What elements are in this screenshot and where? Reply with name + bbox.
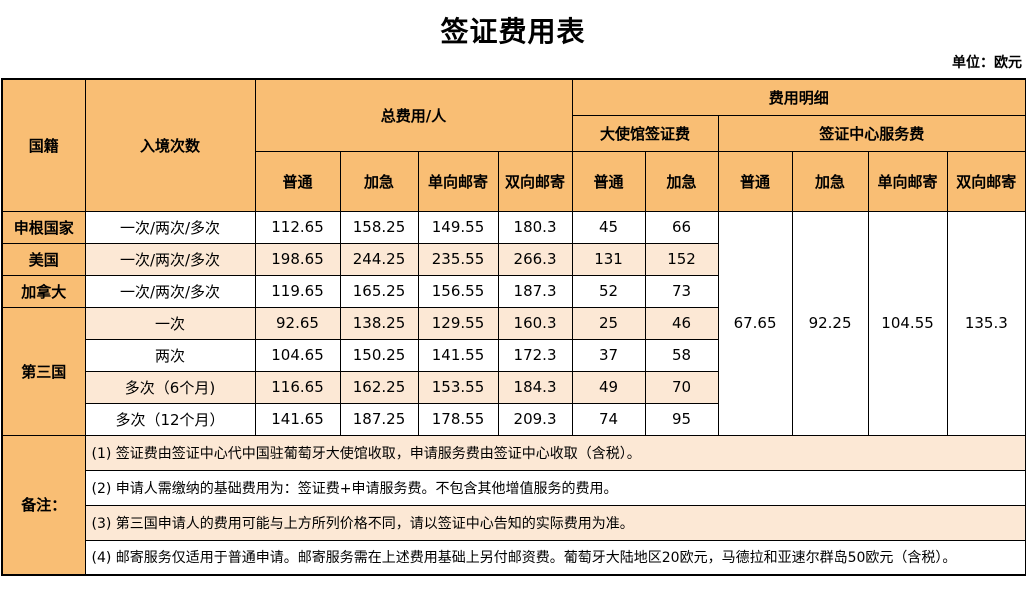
cell-embassy-normal: 74	[571, 402, 646, 436]
header-embassy-fee: 大使馆签证费	[571, 114, 719, 152]
cell-total-normal: 141.65	[254, 402, 341, 436]
header-center-two-way: 双向邮寄	[946, 150, 1026, 212]
header-total-one-way: 单向邮寄	[417, 150, 499, 212]
cell-total-one-way: 153.55	[417, 370, 499, 404]
cell-total-one-way: 141.55	[417, 338, 499, 372]
cell-total-two-way: 187.3	[497, 274, 573, 308]
cell-total-urgent: 162.25	[339, 370, 419, 404]
table-row-third-country-double: 两次 104.65 150.25 141.55 172.3 37 58	[2, 338, 1026, 372]
cell-total-urgent: 165.25	[339, 274, 419, 308]
cell-entries: 一次	[84, 306, 256, 340]
page-title: 签证费用表	[440, 15, 586, 48]
cell-embassy-urgent: 70	[644, 370, 719, 404]
header-entries: 入境次数	[84, 78, 256, 212]
cell-embassy-normal: 52	[571, 274, 646, 308]
cell-service-two-way: 135.3	[946, 210, 1026, 436]
note-3: (3) 第三国申请人的费用可能与上方所列价格不同，请以签证中心告知的实际费用为准…	[84, 504, 1026, 541]
table-row-third-country-multi-6m: 多次（6个月) 116.65 162.25 153.55 184.3 49 70	[2, 370, 1026, 404]
cell-total-two-way: 209.3	[497, 402, 573, 436]
note-row-3: (3) 第三国申请人的费用可能与上方所列价格不同，请以签证中心告知的实际费用为准…	[2, 504, 1026, 541]
cell-total-two-way: 266.3	[497, 242, 573, 276]
cell-embassy-urgent: 73	[644, 274, 719, 308]
cell-embassy-normal: 37	[571, 338, 646, 372]
header-center-normal: 普通	[717, 150, 793, 212]
cell-entries: 一次/两次/多次	[84, 242, 256, 276]
cell-total-one-way: 149.55	[417, 210, 499, 244]
cell-total-one-way: 129.55	[417, 306, 499, 340]
cell-embassy-urgent: 66	[644, 210, 719, 244]
cell-total-normal: 104.65	[254, 338, 341, 372]
cell-embassy-normal: 131	[571, 242, 646, 276]
note-row-1: 备注： (1) 签证费由签证中心代中国驻葡萄牙大使馆收取，申请服务费由签证中心收…	[1, 434, 1026, 576]
cell-embassy-urgent: 58	[644, 338, 719, 372]
cell-entries: 一次/两次/多次	[84, 210, 256, 244]
header-center-fee: 签证中心服务费	[717, 114, 1026, 152]
cell-total-normal: 198.65	[254, 242, 341, 276]
cell-entries: 多次（12个月）	[84, 402, 256, 436]
note-row-2: (2) 申请人需缴纳的基础费用为：签证费+申请服务费。不包含其他增值服务的费用。	[2, 469, 1026, 506]
row-header-nationality: 美国	[1, 242, 86, 276]
cell-total-normal: 116.65	[254, 370, 341, 404]
header-total-fee: 总费用/人	[254, 78, 573, 152]
header-row-3: 普通 加急 单向邮寄 双向邮寄 普通 加急 普通 加急 单向邮寄 双向邮寄	[2, 150, 1026, 212]
cell-total-urgent: 138.25	[339, 306, 419, 340]
cell-total-urgent: 187.25	[339, 402, 419, 436]
cell-embassy-urgent: 95	[644, 402, 719, 436]
header-fee-detail: 费用明细	[571, 78, 1026, 116]
fee-table: 国籍 入境次数 总费用/人 费用明细 大使馆签证费 签证中心服务费 普通 加急 …	[1, 78, 1026, 576]
cell-embassy-normal: 49	[571, 370, 646, 404]
cell-total-normal: 112.65	[254, 210, 341, 244]
table-row-usa: 美国 一次/两次/多次 198.65 244.25 235.55 266.3 1…	[1, 242, 1026, 276]
header-nationality: 国籍	[1, 78, 86, 212]
header-total-normal: 普通	[254, 150, 341, 212]
note-1: (1) 签证费由签证中心代中国驻葡萄牙大使馆收取，申请服务费由签证中心收取（含税…	[84, 434, 1026, 471]
header-total-two-way: 双向邮寄	[497, 150, 573, 212]
cell-service-one-way: 104.55	[867, 210, 948, 436]
unit-label: 单位：欧元	[952, 55, 1022, 71]
cell-service-urgent: 92.25	[791, 210, 869, 436]
note-4: (4) 邮寄服务仅适用于普通申请。邮寄服务需在上述费用基础上另付邮资费。葡萄牙大…	[84, 539, 1026, 576]
cell-total-two-way: 180.3	[497, 210, 573, 244]
row-header-nationality: 申根国家	[1, 210, 86, 244]
cell-embassy-normal: 25	[571, 306, 646, 340]
cell-total-one-way: 178.55	[417, 402, 499, 436]
header-embassy-urgent: 加急	[644, 150, 719, 212]
table-row-third-country-multi-12m: 多次（12个月） 141.65 187.25 178.55 209.3 74 9…	[2, 402, 1026, 436]
cell-total-urgent: 158.25	[339, 210, 419, 244]
cell-embassy-normal: 45	[571, 210, 646, 244]
table-row-canada: 加拿大 一次/两次/多次 119.65 165.25 156.55 187.3 …	[1, 274, 1026, 308]
cell-entries: 两次	[84, 338, 256, 372]
cell-entries: 一次/两次/多次	[84, 274, 256, 308]
header-embassy-normal: 普通	[571, 150, 646, 212]
header-center-one-way: 单向邮寄	[867, 150, 948, 212]
row-header-nationality: 第三国	[1, 306, 86, 436]
cell-total-two-way: 184.3	[497, 370, 573, 404]
cell-entries: 多次（6个月)	[84, 370, 256, 404]
header-total-urgent: 加急	[339, 150, 419, 212]
cell-total-urgent: 150.25	[339, 338, 419, 372]
cell-total-urgent: 244.25	[339, 242, 419, 276]
cell-embassy-urgent: 152	[644, 242, 719, 276]
header-center-urgent: 加急	[791, 150, 869, 212]
notes-label: 备注：	[1, 434, 86, 576]
cell-embassy-urgent: 46	[644, 306, 719, 340]
cell-total-one-way: 235.55	[417, 242, 499, 276]
cell-total-normal: 119.65	[254, 274, 341, 308]
row-header-nationality: 加拿大	[1, 274, 86, 308]
cell-total-two-way: 160.3	[497, 306, 573, 340]
cell-service-normal: 67.65	[717, 210, 793, 436]
note-row-4: (4) 邮寄服务仅适用于普通申请。邮寄服务需在上述费用基础上另付邮资费。葡萄牙大…	[2, 539, 1026, 576]
cell-total-normal: 92.65	[254, 306, 341, 340]
header-row-1: 国籍 入境次数 总费用/人 费用明细	[1, 78, 1026, 212]
note-2: (2) 申请人需缴纳的基础费用为：签证费+申请服务费。不包含其他增值服务的费用。	[84, 469, 1026, 506]
cell-total-one-way: 156.55	[417, 274, 499, 308]
cell-total-two-way: 172.3	[497, 338, 573, 372]
table-row-schengen: 申根国家 一次/两次/多次 112.65 158.25 149.55 180.3…	[1, 210, 1026, 436]
